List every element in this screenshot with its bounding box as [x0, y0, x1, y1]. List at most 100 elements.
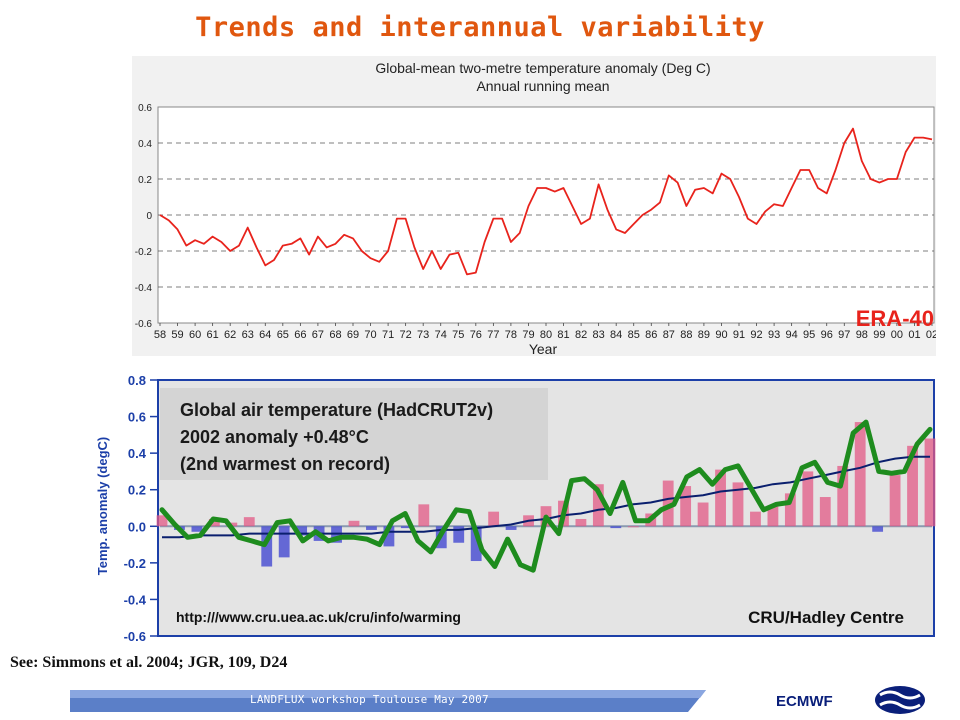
era40-xtick-label: 60 [189, 329, 201, 341]
era40-xtick-label: 78 [505, 329, 517, 341]
era40-xtick-label: 94 [786, 329, 798, 341]
era40-xtick-label: 93 [768, 329, 780, 341]
era40-xtick-label: 81 [557, 329, 569, 341]
hadcrut-bar [383, 526, 395, 547]
hadcrut-ytick-label: -0.2 [124, 556, 146, 571]
footer-bar [70, 690, 706, 712]
hadcrut-bar [732, 482, 744, 527]
hadcrut-bar [819, 497, 831, 527]
hadcrut-bar [872, 526, 884, 532]
footer-text: LANDFLUX workshop Toulouse May 2007 [250, 693, 489, 706]
era40-subtitle: Annual running mean [476, 78, 609, 94]
era40-xtick-label: 58 [154, 329, 166, 341]
era40-xtick-label: 86 [645, 329, 657, 341]
hadcrut-bar [348, 520, 360, 527]
hadcrut-bar [488, 511, 500, 527]
hadcrut-ytick-label: 0.0 [128, 519, 146, 534]
reference-citation: See: Simmons et al. 2004; JGR, 109, D24 [10, 654, 288, 671]
hadcrut-ylabel: Temp. anomaly (degC) [95, 437, 110, 575]
hadcrut-bar [296, 526, 308, 536]
hadcrut-credit: CRU/Hadley Centre [748, 608, 904, 627]
hadcrut-url: http:///www.cru.uea.ac.uk/cru/info/warmi… [176, 609, 461, 625]
era40-xtick-label: 87 [663, 329, 675, 341]
era40-xtick-label: 96 [821, 329, 833, 341]
era40-ytick-label: 0.2 [138, 175, 152, 186]
era40-xtick-label: 62 [224, 329, 236, 341]
era40-xtick-label: 98 [856, 329, 868, 341]
era40-xtick-label: 84 [610, 329, 622, 341]
era40-xtick-label: 79 [522, 329, 534, 341]
era40-xtick-label: 71 [382, 329, 394, 341]
hadcrut-smoothed-line [159, 419, 933, 573]
hadcrut-bar [610, 526, 622, 529]
hadcrut-ytick-label: 0.4 [128, 446, 147, 461]
era40-xtick-label: 92 [750, 329, 762, 341]
hadcrut-bar [400, 526, 412, 529]
hadcrut-bar [924, 438, 936, 527]
era40-xtick-label: 75 [452, 329, 464, 341]
era40-ytick-label: -0.6 [135, 319, 153, 330]
hadcrut-bar [278, 526, 290, 558]
hadcrut-bar [907, 445, 918, 527]
era40-xtick-label: 90 [715, 329, 727, 341]
era40-chart: Global-mean two-metre temperature anomal… [132, 56, 936, 356]
era40-xtick-label: 61 [207, 329, 219, 341]
era40-label: ERA-40 [856, 306, 934, 331]
hadcrut-bar [715, 469, 726, 527]
era40-ytick-label: 0.4 [138, 139, 152, 150]
era40-xtick-label: 72 [400, 329, 412, 341]
era40-xtick-label: 91 [733, 329, 745, 341]
era40-xtick-label: 69 [347, 329, 359, 341]
era40-xtick-label: 66 [294, 329, 306, 341]
era40-xtick-label: 67 [312, 329, 324, 341]
era40-xtick-label: 89 [698, 329, 710, 341]
era40-xtick-label: 77 [487, 329, 499, 341]
hadcrut-bar [750, 511, 761, 527]
hadcrut-bar [261, 526, 273, 567]
era40-xtick-label: 00 [891, 329, 903, 341]
hadcrut-bar [802, 471, 814, 527]
hadcrut-bar [505, 526, 517, 530]
era40-xtick-label: 70 [364, 329, 376, 341]
era40-xtick-label: 74 [435, 329, 447, 341]
hadcrut-bar [470, 526, 482, 562]
hadcrut-bar [208, 518, 220, 527]
hadcrut-bar [592, 484, 604, 527]
org-name: ECMWF [776, 693, 833, 710]
hadcrut-bar [627, 526, 639, 528]
hadcrut-bar [243, 517, 255, 527]
era40-xtick-label: 85 [628, 329, 640, 341]
era40-xtick-label: 97 [838, 329, 850, 341]
hadcrut-bar [191, 526, 203, 532]
era40-xtick-label: 65 [277, 329, 289, 341]
hadcrut-bar [156, 515, 168, 527]
hadcrut-bar [837, 465, 849, 527]
era40-ytick-label: 0.6 [138, 103, 152, 114]
hadcrut-note: (2nd warmest on record) [180, 454, 390, 474]
era40-title: Global-mean two-metre temperature anomal… [375, 60, 710, 76]
hadcrut-bar [418, 504, 430, 527]
hadcrut-bar [889, 475, 901, 527]
hadcrut-ytick-label: -0.6 [124, 629, 146, 644]
ecmwf-logo-icon [875, 686, 925, 714]
era40-xtick-label: 80 [540, 329, 552, 341]
hadcrut-bar [575, 518, 587, 527]
hadcrut-bar [366, 526, 377, 530]
era40-xtick-label: 99 [873, 329, 885, 341]
era40-ytick-label: -0.4 [135, 283, 153, 294]
hadcrut-bar [680, 486, 692, 527]
hadcrut-ytick-label: 0.6 [128, 410, 146, 425]
hadcrut-bar [697, 502, 709, 527]
era40-xtick-label: 88 [680, 329, 692, 341]
hadcrut-title: Global air temperature (HadCRUT2v) [180, 400, 493, 420]
hadcrut-bar [767, 506, 779, 527]
era40-xtick-label: 76 [470, 329, 482, 341]
hadcrut-subtitle: 2002 anomaly +0.48°C [180, 427, 369, 447]
hadcrut-ytick-label: -0.4 [124, 592, 147, 607]
era40-xtick-label: 95 [803, 329, 815, 341]
hadcrut-bar [453, 526, 465, 543]
hadcrut-chart: 0.8 0.6 0.4 0.2 0.0 -0.2 -0.4 -0.6 Temp. anomal… [95, 373, 936, 644]
era40-xtick-label: 82 [575, 329, 587, 341]
hadcrut-ytick-label: 0.8 [128, 373, 146, 388]
era40-xtick-label: 68 [329, 329, 341, 341]
